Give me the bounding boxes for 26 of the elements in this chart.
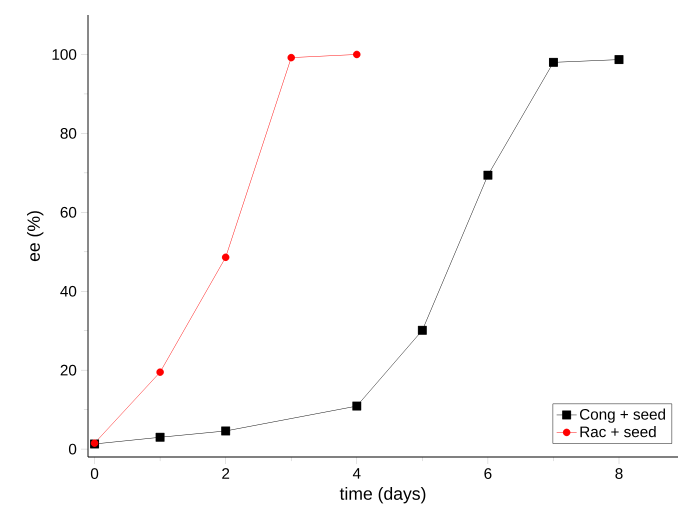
y-tick-label: 80 [60,128,76,139]
point [483,170,492,180]
point [418,326,427,335]
point [614,55,624,64]
point [548,58,558,67]
point [222,254,230,262]
point [156,368,164,376]
x-tick-label: 8 [615,468,623,479]
x-axis-title: time (days) [340,486,426,504]
y-tick-label: 0 [68,444,76,454]
x-tick-label: 0 [90,468,98,479]
y-axis-title: ee (%) [27,211,44,262]
point [353,50,361,58]
legend-label: Rac + seed [580,426,656,438]
x-tick-label: 4 [352,468,361,479]
y-tick-label: 40 [60,286,76,297]
y-tick-label: 20 [60,364,76,376]
x-tick-label: 6 [484,468,492,479]
point [287,54,295,62]
x-tick-label: 2 [222,468,230,479]
point [156,432,165,442]
point [352,402,362,411]
legend-label: Cong + seed [580,408,666,423]
y-tick-label: 100 [52,49,76,60]
y-tick-label: 60 [60,206,76,218]
point [221,426,230,436]
